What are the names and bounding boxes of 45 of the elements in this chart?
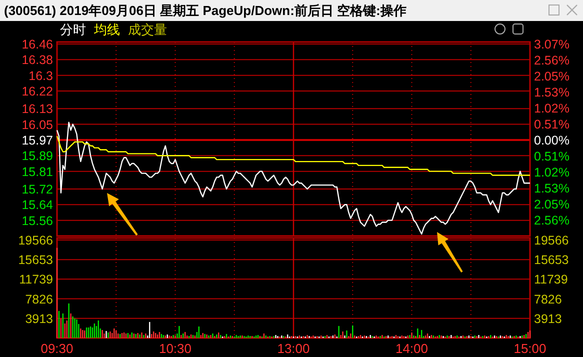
y2-tick-label: 2.56%	[534, 53, 570, 68]
y-tick-label: 3913	[25, 312, 54, 326]
y-tick-label: 16.3	[28, 68, 54, 83]
y-tick-label: 16.05	[22, 118, 54, 132]
y-tick-label: 16.13	[22, 102, 54, 116]
y-tick-label: 15.97	[22, 133, 54, 148]
x-tick-label: 14:00	[395, 341, 428, 356]
y2-tick-label: 0.51%	[534, 117, 570, 132]
x-tick-label: 15:00	[514, 341, 546, 356]
y2-tick-label: 1.02%	[534, 165, 570, 180]
text: 成交量	[128, 22, 167, 37]
y-tick-label: 11739	[19, 272, 54, 287]
line-series	[56, 122, 531, 235]
y-tick-label: 15.89	[22, 149, 54, 164]
y2-tick-label: 2.05%	[534, 69, 570, 84]
y2-tick-label: 3.07%	[534, 37, 570, 52]
y-tick-label: 7826	[25, 292, 54, 306]
y2-tick-label: 0.51%	[534, 149, 570, 164]
x-tick-label: 09:30	[40, 341, 74, 356]
y2-tick-label: 1.53%	[534, 181, 570, 196]
y-tick-label: 15.64	[22, 198, 54, 212]
x-tick-label: 10:30	[158, 341, 192, 356]
y-tick-label: 15.72	[22, 182, 54, 196]
y-tick-label: 16.22	[22, 84, 54, 98]
y2-tick-label: 2.56%	[534, 214, 570, 228]
y2-tick-label: 0.00%	[534, 133, 570, 148]
x-tick-label: 13:00	[277, 341, 310, 356]
y-tick-label: 15.56	[22, 214, 54, 228]
y2-tick-label: 1.02%	[534, 102, 570, 116]
y2-tick-label: 15653	[534, 253, 569, 268]
y2-tick-label: 2.05%	[534, 198, 570, 212]
y-tick-label: 19566	[18, 233, 54, 248]
y2-tick-label: 7826	[534, 292, 562, 306]
y2-tick-label: 11739	[534, 272, 568, 287]
y-tick-label: 16.38	[22, 53, 54, 68]
text: 均线	[93, 22, 120, 37]
y-tick-label: 16.46	[22, 37, 54, 52]
y2-tick-label: 19566	[534, 233, 569, 248]
y-tick-label: 15.81	[22, 164, 54, 179]
line-series	[56, 135, 531, 176]
y2-tick-label: 3913	[534, 312, 562, 326]
y2-tick-label: 1.53%	[534, 86, 570, 100]
chart-title: (300561) 2019年09月06日 星期五 PageUp/Down:前后日 空格键:操作	[4, 3, 406, 18]
y-tick-label: 15653	[18, 253, 54, 268]
text: 分时	[60, 22, 86, 37]
